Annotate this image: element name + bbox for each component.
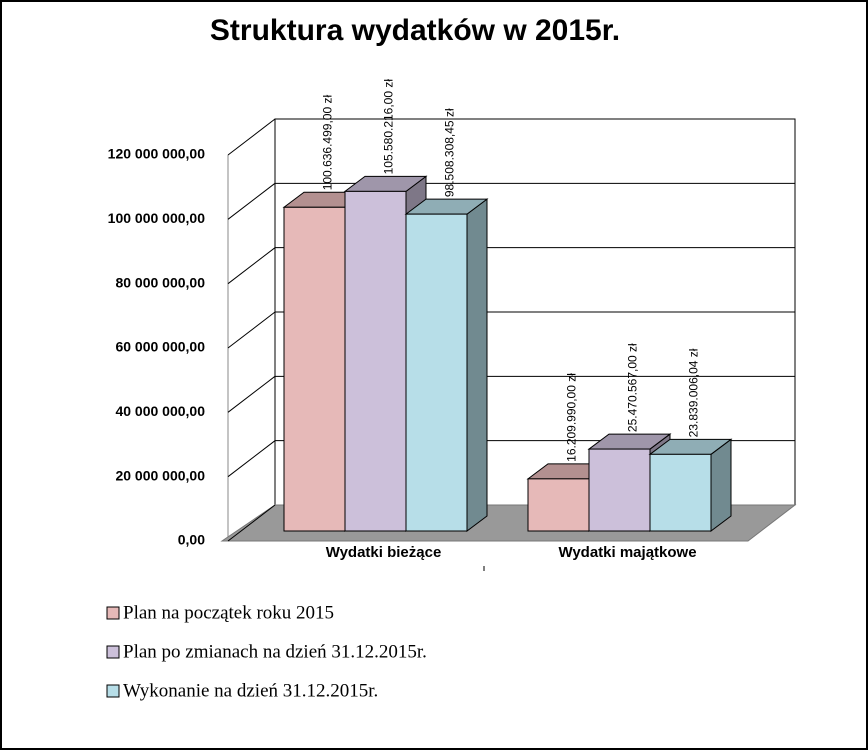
x-tick-label: Wydatki majątkowe — [558, 544, 696, 561]
value-label: 98.508.308,45 zł — [443, 108, 457, 197]
bar — [588, 448, 651, 532]
y-tick-label: 120 000 000,00 — [108, 146, 206, 162]
grid-line — [227, 182, 276, 220]
legend-swatch — [106, 684, 120, 698]
y-tick-label: 20 000 000,00 — [115, 467, 205, 483]
bar — [283, 206, 346, 532]
grid-line — [227, 440, 276, 478]
bar — [344, 190, 407, 532]
legend-swatch — [106, 645, 120, 659]
grid-line — [227, 311, 276, 349]
value-label: 25.470.567,00 zł — [626, 343, 640, 432]
value-label: 105.580.216,00 zł — [382, 79, 396, 175]
value-label: 100.636.499,00 zł — [321, 95, 335, 191]
chart-title: Struktura wydatków w 2015r. — [210, 14, 620, 47]
grid-line — [227, 504, 276, 542]
y-tick-label: 100 000 000,00 — [108, 210, 206, 226]
y-tick-label: 60 000 000,00 — [115, 339, 205, 355]
legend-swatch — [106, 606, 120, 620]
grid-line — [227, 118, 276, 156]
grid-line — [227, 247, 276, 285]
bar — [405, 213, 468, 532]
value-label: 16.209.990,00 zł — [565, 373, 579, 462]
legend-label: Plan po zmianach na dzień 31.12.2015r. — [123, 641, 427, 662]
grid-line — [227, 375, 276, 413]
y-tick-label: 0,00 — [178, 532, 205, 548]
bar — [527, 478, 590, 532]
y-tick-label: 40 000 000,00 — [115, 403, 205, 419]
legend-label: Wykonanie na dzień 31.12.2015r. — [123, 680, 378, 701]
legend-label: Plan na początek roku 2015 — [123, 602, 334, 623]
y-tick-label: 80 000 000,00 — [115, 274, 205, 290]
value-label: 23.839.006,04 zł — [687, 348, 701, 437]
bar-side — [710, 438, 732, 532]
bar-side — [466, 198, 488, 532]
bar — [649, 453, 712, 532]
x-tick-label: Wydatki bieżące — [326, 544, 442, 561]
